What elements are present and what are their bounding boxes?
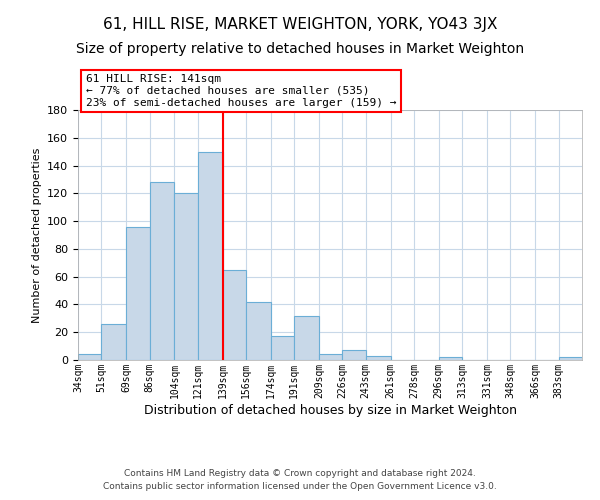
Bar <box>78 354 101 360</box>
Bar <box>319 354 343 360</box>
Bar <box>126 226 149 360</box>
Y-axis label: Number of detached properties: Number of detached properties <box>32 148 41 322</box>
Bar <box>198 152 223 360</box>
Bar <box>223 270 246 360</box>
Text: Contains public sector information licensed under the Open Government Licence v3: Contains public sector information licen… <box>103 482 497 491</box>
Bar <box>271 336 294 360</box>
Bar <box>559 357 582 360</box>
Bar <box>294 316 319 360</box>
Text: Size of property relative to detached houses in Market Weighton: Size of property relative to detached ho… <box>76 42 524 56</box>
X-axis label: Distribution of detached houses by size in Market Weighton: Distribution of detached houses by size … <box>143 404 517 416</box>
Bar <box>366 356 391 360</box>
Bar <box>175 194 198 360</box>
Bar <box>101 324 126 360</box>
Bar <box>439 357 462 360</box>
Text: 61 HILL RISE: 141sqm
← 77% of detached houses are smaller (535)
23% of semi-deta: 61 HILL RISE: 141sqm ← 77% of detached h… <box>86 74 396 108</box>
Text: 61, HILL RISE, MARKET WEIGHTON, YORK, YO43 3JX: 61, HILL RISE, MARKET WEIGHTON, YORK, YO… <box>103 18 497 32</box>
Bar <box>149 182 175 360</box>
Bar <box>246 302 271 360</box>
Text: Contains HM Land Registry data © Crown copyright and database right 2024.: Contains HM Land Registry data © Crown c… <box>124 468 476 477</box>
Bar <box>343 350 366 360</box>
